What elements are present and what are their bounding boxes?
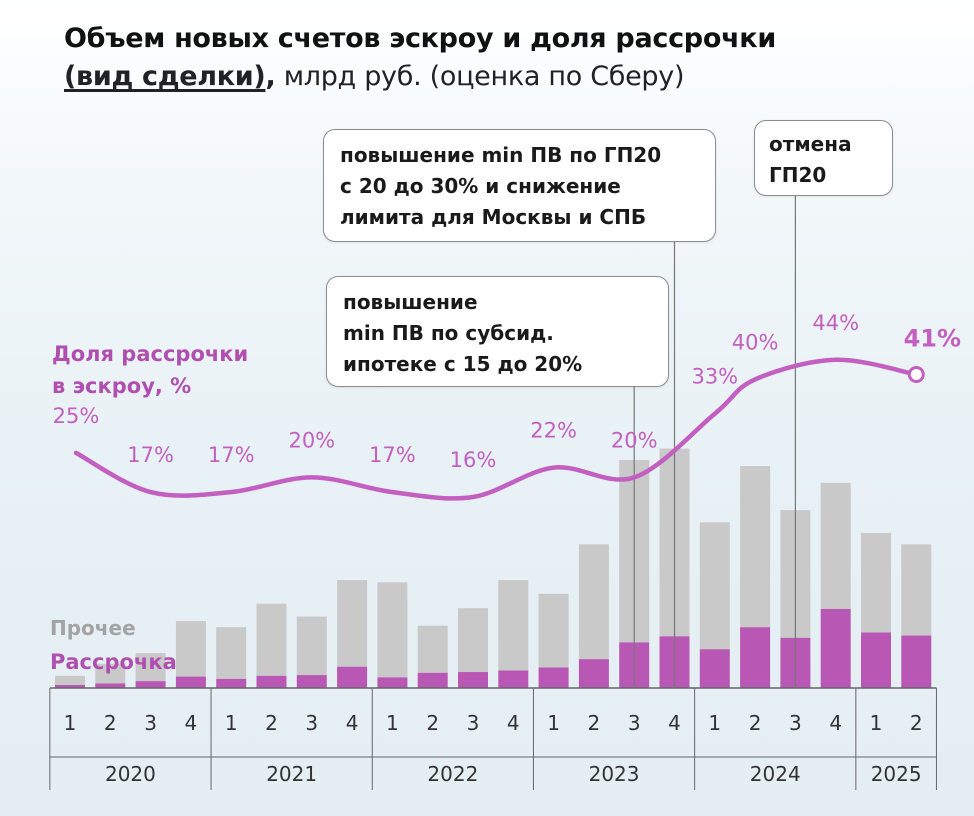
- share-data-label: 22%: [530, 419, 577, 443]
- tick-label-quarter: 2: [749, 711, 762, 735]
- bar-other: [296, 616, 327, 676]
- tick-label-quarter: 1: [708, 711, 721, 735]
- bar-other: [377, 582, 408, 678]
- tick-label-quarter: 1: [64, 711, 77, 735]
- bar-installment: [216, 678, 247, 688]
- share-data-label: 44%: [812, 311, 859, 335]
- share-line: [73, 357, 919, 501]
- chart-title: Объем новых счетов эскроу и доля рассроч…: [64, 20, 944, 96]
- tick-label-year: 2022: [427, 762, 478, 786]
- bar-other: [740, 466, 771, 628]
- bar-installment: [95, 683, 126, 688]
- tick-label-quarter: 4: [346, 711, 359, 735]
- tick-label-quarter: 4: [185, 711, 198, 735]
- legend-installment: Рассрочка: [50, 650, 177, 674]
- bar-other: [820, 482, 851, 609]
- bar-installment: [135, 681, 166, 688]
- bar-installment: [740, 627, 771, 688]
- bar-other: [699, 522, 730, 650]
- tick-label-quarter: 3: [789, 711, 802, 735]
- tick-label-quarter: 2: [588, 711, 601, 735]
- annotation-gp20-cancel: отмена ГП20: [754, 120, 893, 196]
- bar-other: [417, 625, 448, 673]
- tick-label-quarter: 1: [547, 711, 560, 735]
- tick-label-quarter: 3: [467, 711, 480, 735]
- bar-installment: [256, 675, 287, 688]
- share-data-label: 20%: [611, 428, 658, 452]
- tick-label-year: 2020: [105, 762, 156, 786]
- bar-other: [498, 580, 529, 671]
- bar-other: [95, 663, 126, 684]
- tick-label-quarter: 2: [426, 711, 439, 735]
- annotation-gp20-raise: повышение min ПВ по ГП20 с 20 до 30% и с…: [323, 129, 716, 242]
- tick-label-quarter: 2: [265, 711, 278, 735]
- title-deal-type: (вид сделки): [64, 61, 266, 92]
- share-data-label: 25%: [53, 404, 100, 428]
- share-data-label: 17%: [127, 443, 174, 467]
- share-data-label: 33%: [691, 365, 738, 389]
- bar-installment: [337, 666, 368, 688]
- share-data-label: 41%: [904, 325, 961, 353]
- bar-other: [901, 544, 932, 636]
- share-series-label: Доля рассрочки в эскроу, %: [52, 342, 249, 398]
- tick-label-quarter: 2: [104, 711, 117, 735]
- tick-label-quarter: 3: [305, 711, 318, 735]
- share-data-label: 40%: [732, 330, 779, 354]
- bar-installment: [861, 632, 891, 688]
- tick-label-year: 2025: [871, 762, 922, 786]
- annotation-subsidized-raise: повышение min ПВ по субсид. ипотеке с 15…: [326, 276, 669, 387]
- tick-label-quarter: 1: [870, 711, 883, 735]
- tick-label-quarter: 4: [829, 711, 842, 735]
- bar-installment: [578, 659, 609, 688]
- bar-installment: [296, 675, 327, 688]
- bar-installment: [55, 684, 85, 688]
- bar-installment: [699, 649, 730, 688]
- tick-label-quarter: 2: [910, 711, 923, 735]
- tick-label-quarter: 1: [225, 711, 238, 735]
- bar-other: [458, 608, 488, 673]
- tick-label-year: 2021: [266, 762, 317, 786]
- bar-installment: [498, 670, 529, 688]
- title-line-2: (вид сделки), млрд руб. (оценка по Сберу…: [64, 58, 944, 96]
- tick-label-year: 2023: [589, 762, 640, 786]
- title-units: млрд руб. (оценка по Сберу): [275, 61, 685, 92]
- bar-other: [861, 532, 891, 633]
- share-endpoint-marker: [907, 366, 925, 383]
- title-separator: ,: [265, 61, 276, 92]
- bar-other: [337, 580, 368, 667]
- share-data-label: 17%: [208, 443, 255, 467]
- tick-label-year: 2024: [750, 762, 801, 786]
- bar-other: [256, 603, 287, 676]
- bar-other: [135, 653, 166, 682]
- tick-label-quarter: 4: [507, 711, 520, 735]
- bar-other: [216, 627, 247, 679]
- bar-other: [55, 675, 85, 685]
- bar-installment: [175, 676, 206, 688]
- legend-other: Прочее: [50, 616, 136, 640]
- bar-other: [578, 544, 609, 660]
- bar-installment: [901, 635, 932, 688]
- tick-label-quarter: 3: [628, 711, 641, 735]
- bar-installment: [377, 677, 408, 688]
- tick-label-quarter: 1: [386, 711, 399, 735]
- share-data-label: 17%: [369, 443, 416, 467]
- tick-label-quarter: 3: [144, 711, 157, 735]
- bar-installment: [458, 672, 488, 688]
- bar-other: [175, 621, 206, 677]
- share-data-label: 16%: [450, 448, 497, 472]
- bar-installment: [538, 667, 569, 688]
- bar-installment: [820, 608, 851, 688]
- share-data-label: 20%: [288, 428, 335, 452]
- title-line-1: Объем новых счетов эскроу и доля рассроч…: [64, 23, 776, 54]
- bar-installment: [417, 672, 448, 688]
- tick-label-quarter: 4: [668, 711, 681, 735]
- bar-other: [538, 593, 569, 668]
